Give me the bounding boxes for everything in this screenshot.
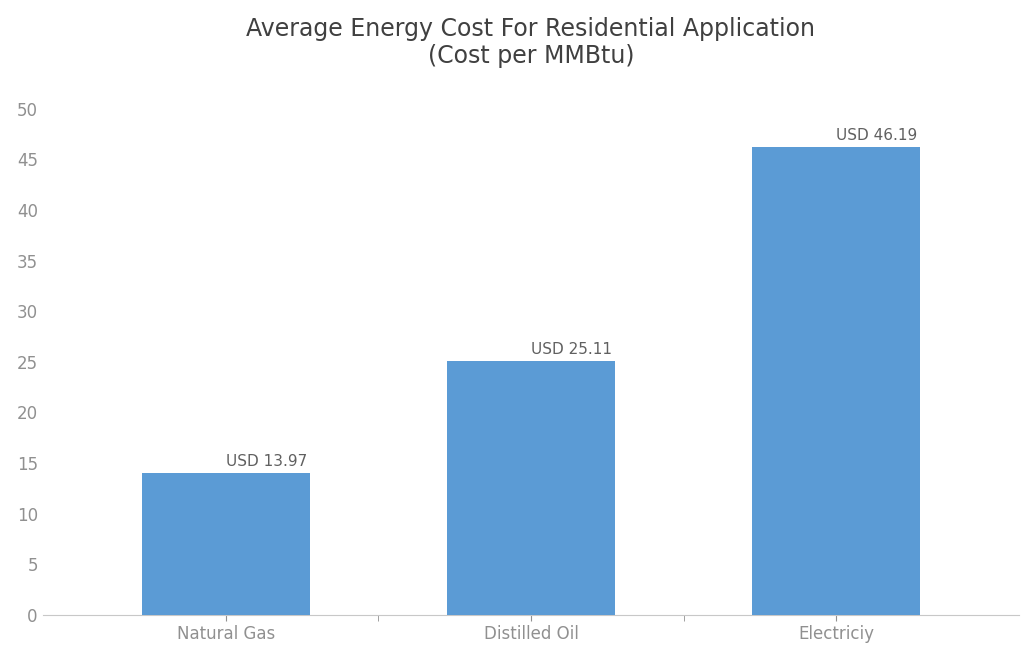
Bar (448, 361, 615, 615)
Title: Average Energy Cost For Residential Application
(Cost per MMBtu): Average Energy Cost For Residential Appl… (247, 16, 815, 69)
Bar (752, 147, 920, 615)
Bar (142, 473, 310, 615)
Text: USD 46.19: USD 46.19 (836, 128, 918, 143)
Text: USD 13.97: USD 13.97 (226, 455, 307, 469)
Text: USD 25.11: USD 25.11 (531, 342, 612, 356)
